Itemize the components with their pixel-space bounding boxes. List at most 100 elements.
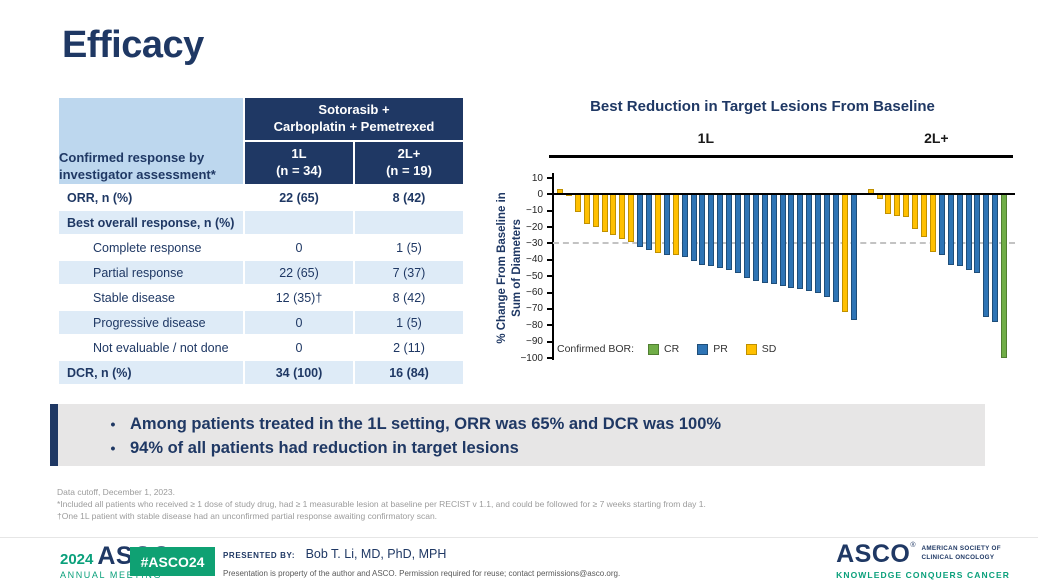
- legend-swatch: [648, 343, 660, 355]
- meeting-year: 2024: [60, 551, 94, 568]
- waterfall-bar: [841, 194, 848, 313]
- y-axis-tick: [547, 340, 553, 343]
- legend-label: SD: [761, 343, 777, 355]
- row-label: Stable disease: [93, 290, 176, 305]
- waterfall-bar: [903, 194, 910, 218]
- row-value: 34 (100): [245, 361, 353, 384]
- waterfall-bar: [1001, 194, 1008, 358]
- highlight-bullets: • Among patients treated in the 1L settin…: [58, 412, 985, 460]
- y-axis-tick-label: −20: [526, 221, 543, 233]
- waterfall-bar: [708, 194, 715, 267]
- waterfall-bar: [947, 194, 954, 265]
- chart-legend: Confirmed BOR: CR PR SD: [557, 343, 794, 355]
- row-value: 8 (42): [392, 190, 426, 205]
- highlight-bullet: • Among patients treated in the 1L settin…: [96, 412, 985, 436]
- waterfall-bar: [832, 194, 839, 303]
- legend-swatch: [697, 343, 709, 355]
- waterfall-bar: [574, 194, 581, 213]
- table-group-header: Sotorasib + Carboplatin + Pemetrexed: [245, 98, 463, 140]
- y-axis-tick: [547, 307, 553, 310]
- table-group-header-line1: Sotorasib +: [318, 102, 390, 118]
- footer-bar: 2024 ASCO ® ANNUAL MEETING #ASCO24 PRESE…: [0, 537, 1038, 584]
- presented-by-block: PRESENTED BY: Bob T. Li, MD, PhD, MPH Pr…: [223, 545, 620, 578]
- highlight-text: 94% of all patients had reduction in tar…: [130, 439, 519, 457]
- legend-label: CR: [664, 343, 680, 355]
- waterfall-bar: [592, 194, 599, 228]
- disclaimer-text: Presentation is property of the author a…: [223, 569, 621, 578]
- highlight-box: • Among patients treated in the 1L settin…: [50, 404, 985, 466]
- hashtag-badge: #ASCO24: [130, 547, 215, 576]
- chart-title: Best Reduction in Target Lesions From Ba…: [590, 98, 935, 115]
- waterfall-bar: [815, 194, 822, 293]
- waterfall-bar: [894, 194, 901, 216]
- row-label: DCR, n (%): [59, 361, 243, 384]
- y-axis-tick: [547, 357, 553, 359]
- legend-items: CR PR SD: [648, 343, 794, 355]
- asco-logo-org: ASCO: [836, 540, 911, 568]
- bullet-icon: •: [110, 440, 116, 456]
- table-row: ORR, n (%) 22 (65) 8 (42): [59, 186, 463, 209]
- footnote-line: †One 1L patient with stable disease had …: [57, 511, 438, 521]
- row-label: Not evaluable / not done: [93, 340, 229, 355]
- waterfall-bar: [610, 194, 617, 236]
- group-line: [549, 155, 863, 158]
- waterfall-bar: [761, 194, 768, 283]
- y-axis-tick-label: −70: [526, 303, 543, 315]
- table-row: Progressive disease 0 1 (5): [59, 311, 463, 334]
- waterfall-bar: [938, 194, 945, 255]
- y-axis: [552, 173, 554, 360]
- y-axis-tick: [547, 193, 553, 196]
- row-value: 22 (65): [245, 261, 353, 284]
- waterfall-bar: [956, 194, 963, 267]
- waterfall-bar: [681, 194, 688, 257]
- highlight-bullet: • 94% of all patients had reduction in ta…: [96, 436, 985, 460]
- group-label: 2L+: [924, 130, 949, 146]
- group-line: [859, 155, 1014, 158]
- waterfall-bar: [770, 194, 777, 285]
- meeting-sub: ANNUAL MEETING: [60, 570, 163, 580]
- presented-by-label: PRESENTED BY:: [223, 551, 296, 560]
- waterfall-bar: [637, 194, 644, 247]
- waterfall-bar: [885, 194, 892, 214]
- y-axis-tick: [547, 177, 553, 179]
- y-axis-tick: [547, 291, 553, 294]
- legend-swatch: [745, 343, 757, 355]
- group-label: 1L: [697, 130, 715, 146]
- legend-item: SD: [745, 343, 777, 355]
- waterfall-bar: [921, 194, 927, 237]
- asco-logo-small-text: AMERICAN SOCIETY OF CLINICAL ONCOLOGY: [921, 545, 1001, 561]
- waterfall-chart: Best Reduction in Target Lesions From Ba…: [487, 96, 1038, 383]
- row-value: [355, 211, 463, 234]
- waterfall-bar: [824, 194, 830, 298]
- waterfall-bar: [717, 194, 724, 268]
- y-axis-tick-label: −80: [526, 319, 543, 331]
- row-value: 8 (42): [392, 290, 426, 305]
- waterfall-bar: [912, 194, 919, 229]
- row-value: [245, 211, 353, 234]
- waterfall-bar: [699, 194, 706, 265]
- col-header-2l-n: (n = 19): [386, 163, 432, 178]
- row-label: Best overall response, n (%): [59, 211, 243, 234]
- y-axis-tick: [547, 242, 553, 245]
- waterfall-bar: [663, 194, 670, 255]
- waterfall-bar: [779, 194, 786, 286]
- row-value: 1 (5): [355, 311, 463, 334]
- row-value: 1 (5): [396, 240, 422, 255]
- zero-line: [553, 193, 1015, 196]
- y-axis-tick-label: −100: [520, 352, 543, 364]
- legend-label: PR: [713, 343, 728, 355]
- page-title: Efficacy: [62, 24, 204, 66]
- presenter-name: Bob T. Li, MD, PhD, MPH: [305, 547, 447, 561]
- response-table-body: ORR, n (%) 22 (65) 8 (42) Best overall resp…: [59, 186, 463, 384]
- y-axis-tick-label: −60: [526, 287, 543, 299]
- col-header-1l-n: (n = 34): [276, 163, 322, 178]
- waterfall-bar: [690, 194, 697, 262]
- waterfall-bar: [726, 194, 733, 270]
- row-value: 22 (65): [279, 190, 319, 205]
- asco-logo: ASCO ® AMERICAN SOCIETY OF CLINICAL ONCO…: [836, 540, 1010, 581]
- y-axis-tick: [547, 258, 553, 261]
- footnote-line: *Included all patients who received ≥ 1 …: [57, 499, 706, 509]
- y-axis-tick-label: 10: [531, 172, 543, 184]
- table-row: Partial response 22 (65) 7 (37): [59, 261, 463, 284]
- y-axis-tick: [547, 275, 553, 278]
